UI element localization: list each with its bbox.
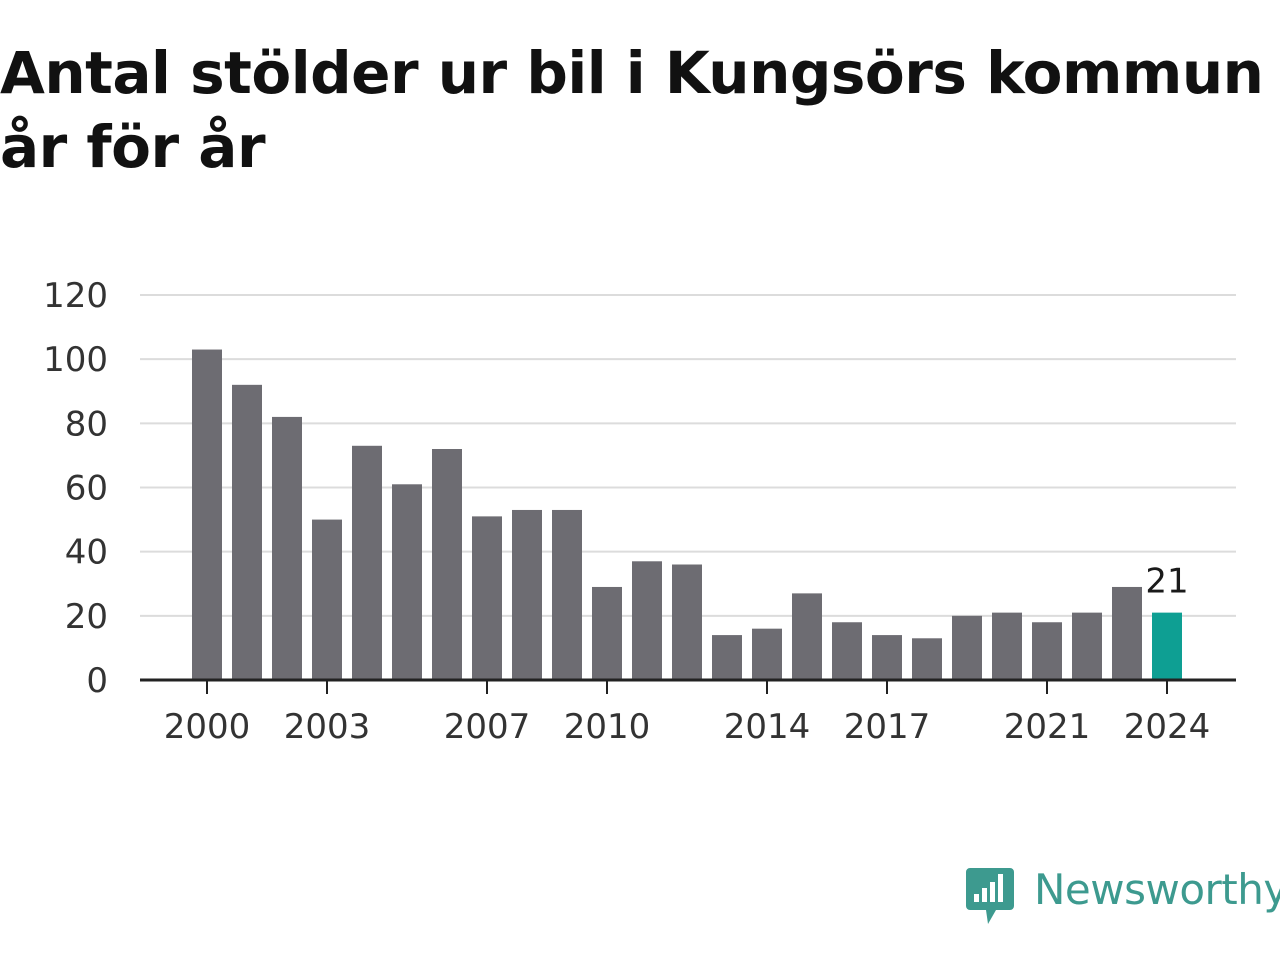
x-tick-label: 2024 (1124, 707, 1211, 747)
bar-2018 (912, 638, 942, 680)
bar-2012 (672, 564, 702, 680)
x-tick-label: 2000 (164, 707, 251, 747)
x-axis-ticks: 2000 2003 2007 2010 2014 2017 2021 2024 (164, 680, 1211, 747)
bar-2007 (472, 516, 502, 680)
bar-2000 (192, 349, 222, 680)
bar-2009 (552, 509, 582, 680)
newsworthy-logo-icon (966, 868, 1014, 924)
data-labels: 21 (1145, 562, 1188, 602)
x-tick-label: 2007 (444, 707, 531, 747)
bar-2017 (872, 635, 902, 680)
bar-2003 (312, 519, 342, 680)
chart-title: Antal stölder ur bil i Kungsörs kommun å… (0, 36, 1270, 184)
x-tick-label: 2014 (724, 707, 811, 747)
y-axis-ticks: 0 20 40 60 80 100 120 (43, 276, 108, 701)
bar-2004 (352, 445, 382, 680)
y-tick-label: 40 (65, 533, 108, 573)
y-tick-label: 120 (43, 276, 108, 316)
bar-2023 (1112, 586, 1142, 680)
newsworthy-wordmark: Newsworthy (1034, 865, 1280, 914)
newsworthy-logo: Newsworthy (964, 864, 1280, 928)
bar-2022 (1072, 612, 1102, 680)
y-tick-label: 20 (65, 597, 108, 637)
y-tick-label: 60 (65, 469, 108, 509)
bar-2005 (392, 484, 422, 680)
title-line-2: år för år (0, 113, 266, 181)
bar-2016 (832, 622, 862, 680)
bar-2021 (1032, 622, 1062, 680)
bar-2010 (592, 586, 622, 680)
y-tick-label: 0 (86, 661, 108, 701)
bar-2006 (432, 449, 462, 680)
bar-2014 (752, 628, 782, 680)
x-tick-label: 2017 (844, 707, 931, 747)
y-tick-label: 100 (43, 340, 108, 380)
bar-2001 (232, 384, 262, 680)
x-tick-label: 2010 (564, 707, 651, 747)
bar-2008 (512, 509, 542, 680)
bar-2019 (952, 615, 982, 680)
y-tick-label: 80 (65, 404, 108, 444)
bar-2002 (272, 416, 302, 680)
bar-2013 (712, 635, 742, 680)
data-label-2024: 21 (1145, 562, 1188, 602)
title-line-1: Antal stölder ur bil i Kungsörs kommun (0, 39, 1264, 107)
x-tick-label: 2021 (1004, 707, 1091, 747)
bar-2015 (792, 593, 822, 680)
bar-2011 (632, 561, 662, 680)
x-tick-label: 2003 (284, 707, 371, 747)
bar-2020 (992, 612, 1022, 680)
bars (192, 349, 1182, 680)
bar-2024 (1152, 612, 1182, 680)
